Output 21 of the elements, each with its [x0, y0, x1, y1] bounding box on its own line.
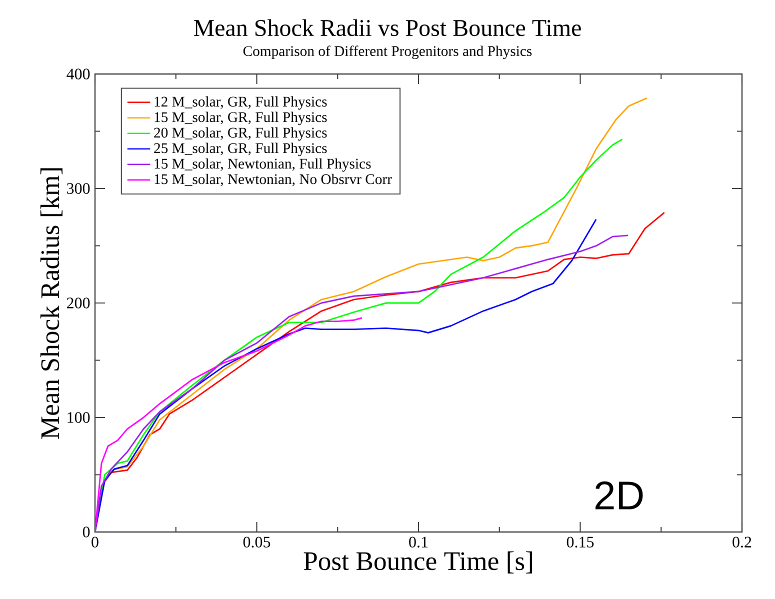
- x-tick-label: 0: [92, 536, 98, 548]
- y-tick-label: 0: [82, 526, 90, 538]
- annotation: 2D: [596, 481, 643, 510]
- y-tick-label: 300: [67, 183, 90, 194]
- x-tick-label: 0.1: [409, 536, 428, 548]
- y-tick-label: 400: [66, 68, 90, 80]
- x-axis-title: Post Bounce Time [s]: [304, 551, 532, 574]
- legend-label: 15 M_solar, Newtonian, Full Physics: [154, 158, 371, 172]
- legend-label: 20 M_solar, GR, Full Physics: [154, 127, 327, 141]
- legend-label: 25 M_solar, GR, Full Physics: [154, 142, 327, 156]
- x-tick-label: 0.15: [566, 536, 594, 548]
- x-tick-label: 0.2: [732, 536, 752, 548]
- legend-label: 15 M_solar, Newtonian, No Obsrvr Corr: [154, 174, 392, 186]
- x-tick-label: 0.05: [243, 536, 270, 548]
- legend-label: 15 M_solar, GR, Full Physics: [154, 112, 327, 126]
- chart-title: Mean Shock Radii vs Post Bounce Time: [194, 19, 581, 36]
- chart-subtitle: Comparison of Different Progenitors and Physics: [243, 46, 532, 60]
- y-tick-label: 200: [67, 298, 90, 308]
- y-axis-title: Mean Shock Radius [km]: [40, 168, 62, 439]
- legend-label: 12 M_solar, GR, Full Physics: [154, 96, 327, 110]
- y-tick-label: 100: [68, 412, 90, 423]
